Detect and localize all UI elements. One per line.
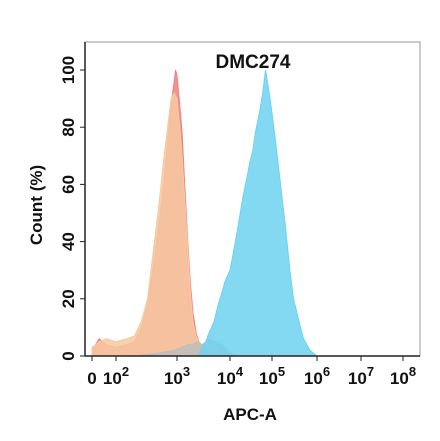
x-tick-label-7: 108: [390, 364, 416, 388]
y-tick-label-0: 0: [59, 351, 78, 360]
x-tick-label-2: 103: [164, 364, 190, 388]
y-tick-label-80: 80: [59, 118, 78, 137]
axes-layer: 0 20 40 60 80 100 0 102 103 104 105 106 107 108: [59, 42, 420, 388]
x-tick-label-4: 105: [259, 364, 285, 388]
x-axis-title: APC-A: [223, 405, 277, 424]
x-tick-label-6: 107: [348, 364, 374, 388]
series-3-area: [197, 69, 319, 357]
x-tick-label-3: 104: [217, 364, 244, 388]
series-1-area: [91, 91, 216, 357]
x-tick-label-1: 102: [103, 364, 129, 388]
y-tick-label-100: 100: [59, 56, 78, 84]
y-axis-title: Count (%): [27, 165, 46, 245]
y-tick-label-40: 40: [59, 232, 78, 251]
y-tick-label-60: 60: [59, 175, 78, 194]
chart-title: DMC274: [216, 52, 291, 73]
series-layer: [91, 69, 319, 357]
x-tick-label-0: 0: [87, 369, 96, 388]
x-tick-label-5: 106: [304, 364, 330, 388]
y-tick-label-20: 20: [59, 289, 78, 308]
